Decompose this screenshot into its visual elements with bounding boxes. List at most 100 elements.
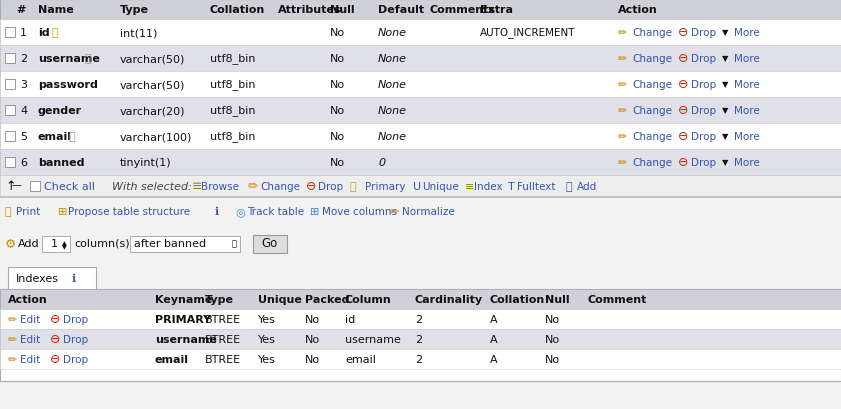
Text: None: None bbox=[378, 80, 407, 90]
Text: ✏: ✏ bbox=[618, 28, 627, 38]
Text: Drop: Drop bbox=[63, 334, 88, 344]
Bar bbox=[253, 236, 287, 254]
Bar bbox=[130, 236, 240, 252]
Text: ✏: ✏ bbox=[248, 180, 258, 193]
Text: ⊞: ⊞ bbox=[58, 207, 67, 216]
Text: Drop: Drop bbox=[691, 157, 717, 168]
Text: ⊞: ⊞ bbox=[310, 207, 320, 216]
Text: password: password bbox=[38, 80, 98, 90]
Text: Change: Change bbox=[260, 182, 300, 191]
Text: Drop: Drop bbox=[691, 106, 717, 116]
Text: 3: 3 bbox=[20, 80, 27, 90]
Text: ⊖: ⊖ bbox=[306, 180, 316, 193]
Text: Comments: Comments bbox=[430, 5, 496, 15]
Text: 1: 1 bbox=[20, 28, 27, 38]
Text: banned: banned bbox=[38, 157, 84, 168]
Text: BTREE: BTREE bbox=[205, 334, 241, 344]
Bar bbox=[0, 329, 841, 349]
Text: Yes: Yes bbox=[258, 314, 276, 324]
Text: No: No bbox=[330, 132, 345, 142]
Text: No: No bbox=[305, 314, 320, 324]
Bar bbox=[0, 46, 841, 72]
Text: ⊖: ⊖ bbox=[50, 313, 61, 326]
Text: 4: 4 bbox=[20, 106, 27, 116]
Text: column(s): column(s) bbox=[74, 238, 130, 248]
Text: username: username bbox=[38, 54, 100, 64]
Text: Comment: Comment bbox=[588, 294, 648, 304]
Text: A: A bbox=[490, 354, 498, 364]
Text: Collation: Collation bbox=[210, 5, 265, 15]
Text: BTREE: BTREE bbox=[205, 354, 241, 364]
Text: No: No bbox=[330, 106, 345, 116]
Text: AUTO_INCREMENT: AUTO_INCREMENT bbox=[480, 27, 575, 38]
Text: ⊖: ⊖ bbox=[50, 333, 61, 346]
Text: With selected:: With selected: bbox=[112, 182, 192, 191]
Text: 🔑: 🔑 bbox=[68, 132, 75, 142]
Text: 2: 2 bbox=[415, 314, 422, 324]
Text: 2: 2 bbox=[415, 354, 422, 364]
Text: ✏: ✏ bbox=[618, 54, 627, 64]
Text: Primary: Primary bbox=[365, 182, 405, 191]
Text: Null: Null bbox=[330, 5, 355, 15]
Text: Add: Add bbox=[18, 238, 40, 248]
Bar bbox=[0, 234, 841, 254]
Text: Change: Change bbox=[632, 106, 672, 116]
Text: ℹ: ℹ bbox=[215, 207, 220, 216]
Text: Unique: Unique bbox=[422, 182, 458, 191]
Text: Change: Change bbox=[632, 54, 672, 64]
Text: More: More bbox=[734, 157, 759, 168]
Text: ⊖: ⊖ bbox=[50, 353, 61, 366]
Text: Action: Action bbox=[618, 5, 658, 15]
Text: ▲: ▲ bbox=[62, 241, 66, 246]
Text: ▼: ▼ bbox=[722, 106, 728, 115]
Text: 🔑: 🔑 bbox=[52, 28, 59, 38]
Text: A: A bbox=[490, 314, 498, 324]
Text: Propose table structure: Propose table structure bbox=[68, 207, 190, 216]
Text: Edit: Edit bbox=[20, 334, 40, 344]
Text: Track table: Track table bbox=[247, 207, 304, 216]
Bar bbox=[42, 236, 70, 252]
Text: id: id bbox=[345, 314, 355, 324]
Text: Collation: Collation bbox=[490, 294, 545, 304]
Text: Indexes: Indexes bbox=[16, 273, 59, 283]
Text: 5: 5 bbox=[20, 132, 27, 142]
Text: Cardinality: Cardinality bbox=[415, 294, 483, 304]
Text: Move columns: Move columns bbox=[322, 207, 397, 216]
Bar bbox=[0, 349, 841, 369]
Text: Edit: Edit bbox=[20, 314, 40, 324]
Text: utf8_bin: utf8_bin bbox=[210, 131, 256, 142]
Text: Drop: Drop bbox=[691, 132, 717, 142]
Text: Index: Index bbox=[474, 182, 503, 191]
Text: U: U bbox=[413, 182, 421, 191]
Text: None: None bbox=[378, 54, 407, 64]
Text: ✏: ✏ bbox=[618, 106, 627, 116]
Text: int(11): int(11) bbox=[120, 28, 157, 38]
Text: ⊖: ⊖ bbox=[678, 104, 689, 117]
Text: More: More bbox=[734, 132, 759, 142]
Text: ▼: ▼ bbox=[722, 29, 728, 37]
Text: ✏: ✏ bbox=[618, 80, 627, 90]
Bar bbox=[0, 20, 841, 46]
Bar bbox=[0, 72, 841, 98]
Text: ≡: ≡ bbox=[465, 182, 474, 191]
Text: ▼: ▼ bbox=[722, 54, 728, 63]
Text: Change: Change bbox=[632, 157, 672, 168]
Bar bbox=[5, 157, 15, 168]
Text: ✏: ✏ bbox=[390, 207, 399, 216]
Text: ✏: ✏ bbox=[618, 132, 627, 142]
Text: Print: Print bbox=[16, 207, 40, 216]
Text: gender: gender bbox=[38, 106, 82, 116]
Text: username: username bbox=[345, 334, 401, 344]
Text: ✏: ✏ bbox=[8, 314, 18, 324]
Text: No: No bbox=[545, 354, 560, 364]
Text: Keyname: Keyname bbox=[155, 294, 213, 304]
Text: ✏: ✏ bbox=[8, 354, 18, 364]
Text: username: username bbox=[155, 334, 217, 344]
Text: More: More bbox=[734, 80, 759, 90]
Text: 2: 2 bbox=[415, 334, 422, 344]
Bar bbox=[0, 124, 841, 150]
Bar bbox=[0, 0, 841, 175]
Text: ℹ: ℹ bbox=[72, 273, 77, 283]
Bar bbox=[5, 80, 15, 90]
Text: None: None bbox=[378, 106, 407, 116]
